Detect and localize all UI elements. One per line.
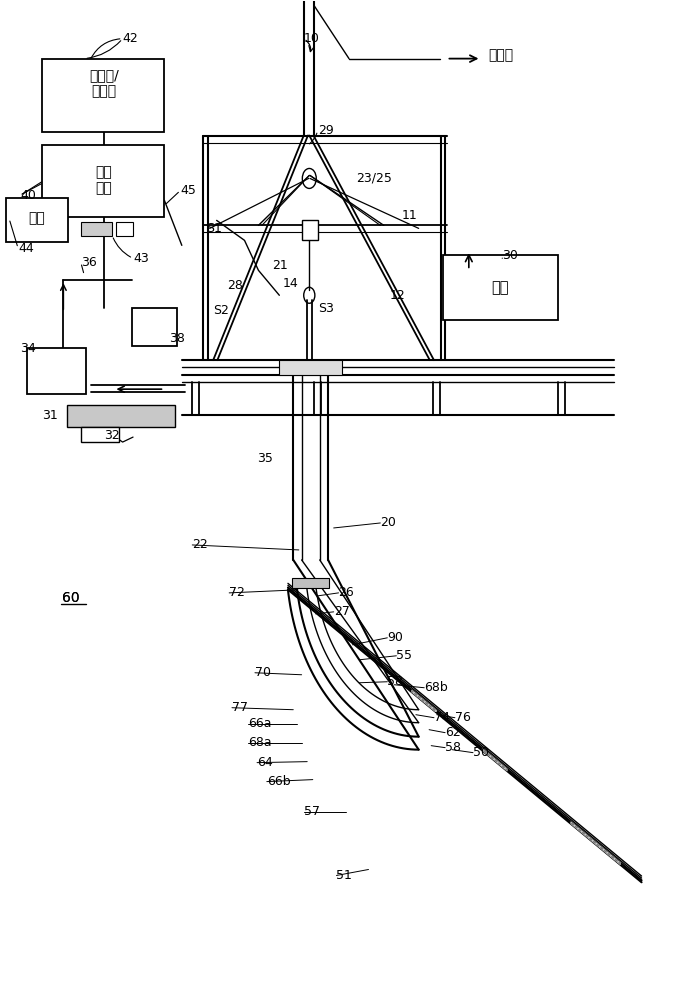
- Text: 29: 29: [318, 124, 334, 137]
- Text: 38: 38: [170, 332, 185, 345]
- Bar: [81, 427, 119, 442]
- Text: 77: 77: [232, 701, 248, 714]
- Text: 62: 62: [445, 726, 461, 739]
- Text: 32: 32: [104, 429, 119, 442]
- Text: 74: 74: [434, 711, 450, 724]
- Text: 76: 76: [455, 711, 470, 724]
- Text: 68a: 68a: [248, 736, 272, 749]
- Text: 50: 50: [473, 746, 489, 759]
- Bar: [443, 255, 558, 320]
- Text: 43: 43: [133, 252, 149, 265]
- Text: 绞车: 绞车: [491, 280, 509, 295]
- Text: 57: 57: [304, 805, 320, 818]
- Bar: [81, 222, 112, 236]
- Bar: [132, 308, 177, 346]
- Text: 26: 26: [339, 586, 355, 599]
- Text: 21: 21: [272, 259, 288, 272]
- Bar: [27, 348, 87, 394]
- Text: 42: 42: [123, 32, 138, 45]
- Bar: [302, 220, 318, 240]
- Bar: [43, 145, 165, 217]
- Text: 51: 51: [336, 869, 352, 882]
- Text: 44: 44: [18, 242, 34, 255]
- Text: 31: 31: [43, 409, 58, 422]
- Text: 66a: 66a: [248, 717, 272, 730]
- Bar: [279, 360, 342, 375]
- Text: 45: 45: [180, 184, 196, 197]
- Text: 23/25: 23/25: [356, 172, 392, 185]
- Text: 64: 64: [257, 756, 273, 769]
- Text: 35: 35: [257, 452, 273, 465]
- Text: 27: 27: [334, 605, 350, 618]
- Text: 66b: 66b: [267, 775, 290, 788]
- Text: 到绞车: 到绞车: [489, 49, 514, 63]
- Polygon shape: [571, 822, 621, 865]
- Text: 12: 12: [389, 289, 405, 302]
- Text: 14: 14: [283, 277, 299, 290]
- Text: 警报: 警报: [29, 211, 45, 225]
- Text: S1: S1: [206, 222, 222, 235]
- Text: 40: 40: [20, 189, 36, 202]
- Text: 72: 72: [229, 586, 245, 599]
- Text: 36: 36: [81, 256, 96, 269]
- Polygon shape: [412, 690, 436, 713]
- Text: 30: 30: [503, 249, 518, 262]
- Text: 显示器/
监视器: 显示器/ 监视器: [89, 68, 119, 99]
- Text: 11: 11: [401, 209, 417, 222]
- Bar: [43, 59, 165, 132]
- Text: 90: 90: [387, 631, 403, 644]
- Bar: [292, 578, 329, 588]
- Polygon shape: [482, 749, 507, 771]
- Bar: [116, 222, 133, 236]
- Text: 55: 55: [396, 649, 413, 662]
- Text: 22: 22: [192, 538, 208, 551]
- Text: 20: 20: [380, 516, 396, 529]
- Text: 60: 60: [62, 591, 80, 605]
- Text: S2: S2: [213, 304, 229, 317]
- Text: 58: 58: [387, 675, 403, 688]
- Text: 70: 70: [255, 666, 271, 679]
- Text: S3: S3: [318, 302, 334, 315]
- Text: 60: 60: [62, 591, 80, 605]
- Bar: [6, 198, 68, 242]
- Text: 10: 10: [304, 32, 320, 45]
- Bar: [67, 405, 174, 427]
- Text: 68b: 68b: [424, 681, 448, 694]
- Text: 控制
单元: 控制 单元: [96, 165, 112, 196]
- Text: 34: 34: [20, 342, 36, 355]
- Text: 58: 58: [445, 741, 461, 754]
- Text: 28: 28: [227, 279, 243, 292]
